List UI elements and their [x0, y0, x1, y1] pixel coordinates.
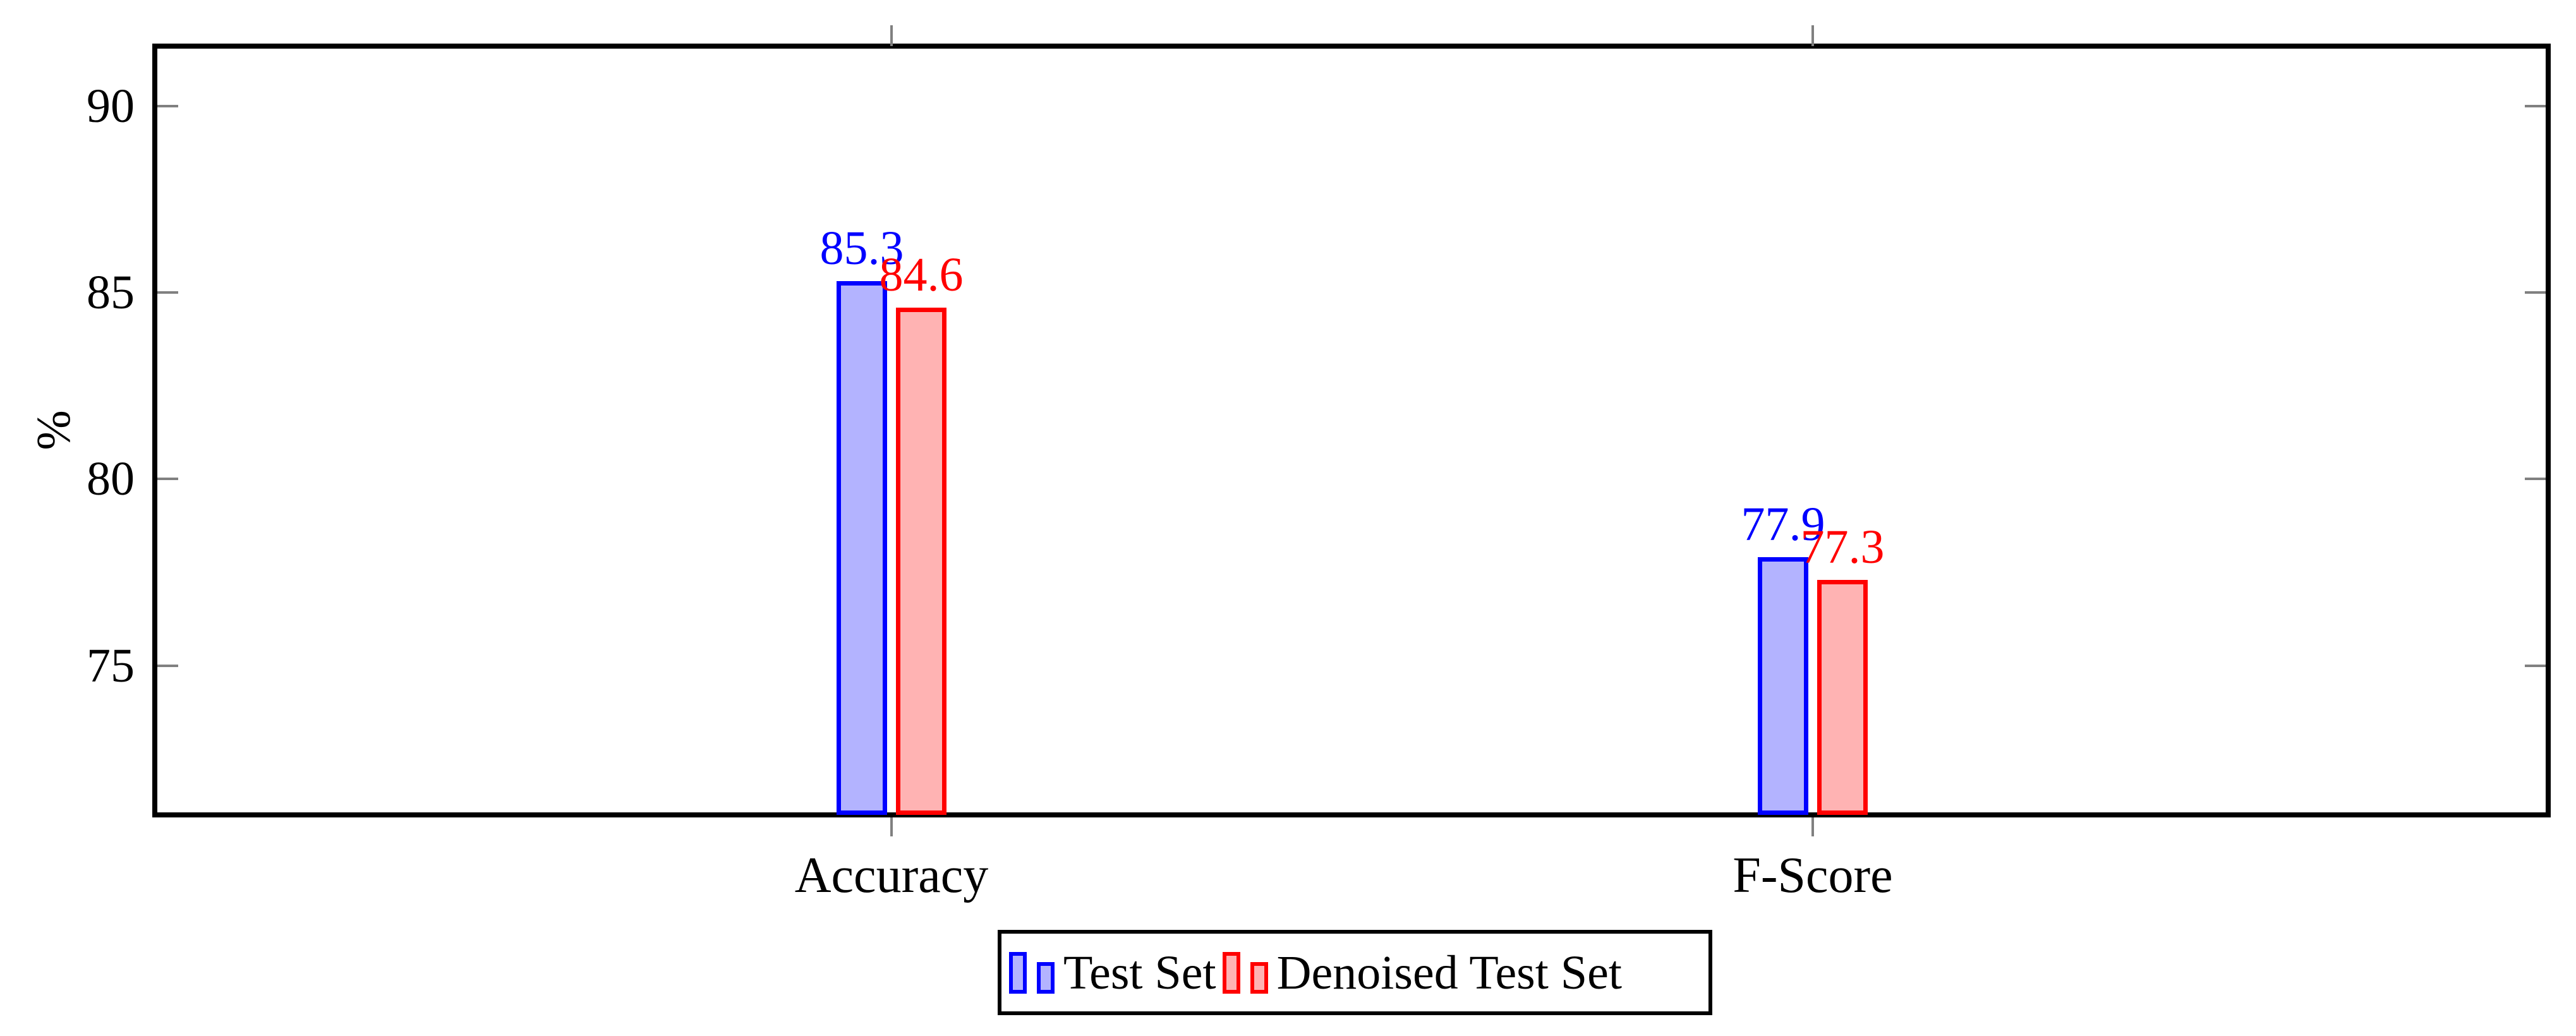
y-tick-label: 90: [87, 79, 135, 133]
bar-test-set-f-score: [1758, 557, 1808, 815]
legend-bar-short-icon: [1037, 961, 1055, 994]
y-tick-left: [157, 664, 178, 667]
legend: Test Set Denoised Test Set: [998, 930, 1712, 1015]
bar-value-label: 85.3: [819, 222, 904, 275]
x-tick-bottom: [890, 817, 893, 836]
y-tick-left: [157, 104, 178, 107]
bar-denoised-test-set-accuracy: [896, 307, 946, 815]
x-tick-bottom: [1811, 817, 1814, 836]
bar-value-label: 77.9: [1741, 498, 1825, 551]
bar-test-set-accuracy: [837, 281, 887, 815]
y-tick-right: [2525, 104, 2546, 107]
x-category-label: F-Score: [1732, 848, 1893, 903]
x-tick-top: [890, 25, 893, 46]
y-tick-label: 80: [87, 452, 135, 506]
plot-frame: [152, 44, 2551, 817]
legend-label: Denoised Test Set: [1276, 946, 1622, 999]
bar-denoised-test-set-f-score: [1817, 579, 1868, 815]
legend-bar-tall-icon: [1222, 951, 1240, 994]
y-tick-left: [157, 478, 178, 481]
bar-value-label: 77.3: [1800, 520, 1885, 574]
y-tick-left: [157, 291, 178, 294]
y-tick-label: 85: [87, 265, 135, 319]
bar-value-label: 84.6: [879, 248, 964, 301]
x-category-label: Accuracy: [794, 848, 989, 903]
legend-bar-tall-icon: [1009, 951, 1027, 994]
x-tick-top: [1811, 25, 1814, 46]
legend-bar-short-icon: [1250, 961, 1268, 994]
legend-label: Test Set: [1063, 946, 1216, 999]
y-tick-right: [2525, 664, 2546, 667]
legend-swatch-group: [1222, 951, 1268, 994]
legend-swatch-group: [1009, 951, 1055, 994]
y-tick-label: 75: [87, 639, 135, 692]
y-tick-right: [2525, 291, 2546, 294]
y-tick-right: [2525, 478, 2546, 481]
